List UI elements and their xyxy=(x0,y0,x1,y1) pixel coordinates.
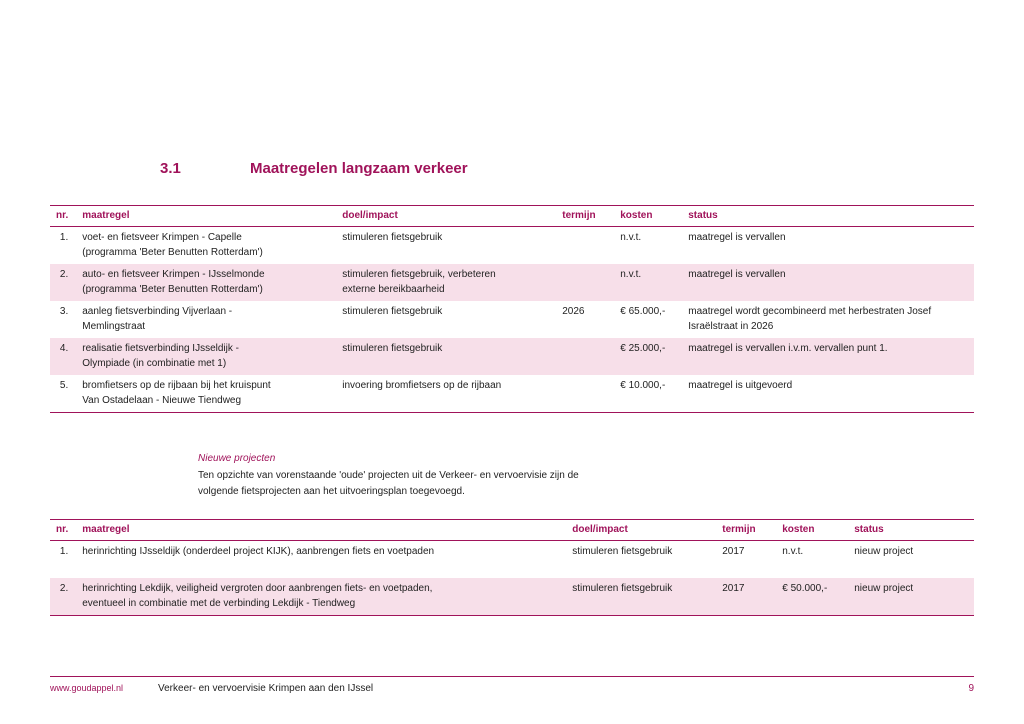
cell-nr: 5. xyxy=(50,375,76,413)
cell-termijn xyxy=(556,375,614,413)
table-row: 2. herinrichting Lekdijk, veiligheid ver… xyxy=(50,578,974,616)
cell-doel: stimuleren fietsgebruik xyxy=(566,578,716,616)
cell-doel: stimuleren fietsgebruik, verbeterenexter… xyxy=(336,264,556,301)
cell-doel: stimuleren fietsgebruik xyxy=(336,301,556,338)
page-number: 9 xyxy=(968,683,974,694)
cell-kosten: € 50.000,- xyxy=(776,578,848,616)
subheading: Nieuwe projecten xyxy=(198,451,618,467)
body-text: Ten opzichte van vorenstaande 'oude' pro… xyxy=(198,468,618,499)
cell-doel: stimuleren fietsgebruik xyxy=(336,226,556,264)
cell-doel: stimuleren fietsgebruik xyxy=(336,338,556,375)
cell-kosten: n.v.t. xyxy=(776,540,848,578)
cell-status: maatregel is vervallen xyxy=(682,226,974,264)
cell-nr: 2. xyxy=(50,264,76,301)
cell-termijn: 2017 xyxy=(716,578,776,616)
cell-termijn: 2026 xyxy=(556,301,614,338)
col-status: status xyxy=(848,520,974,541)
cell-maatregel: herinrichting Lekdijk, veiligheid vergro… xyxy=(76,578,566,616)
col-doel: doel/impact xyxy=(336,206,556,227)
cell-termijn xyxy=(556,226,614,264)
col-kosten: kosten xyxy=(614,206,682,227)
cell-maatregel: herinrichting IJsseldijk (onderdeel proj… xyxy=(76,540,566,578)
col-maatregel: maatregel xyxy=(76,520,566,541)
measures-table-1: nr. maatregel doel/impact termijn kosten… xyxy=(50,205,974,413)
col-nr: nr. xyxy=(50,206,76,227)
cell-nr: 3. xyxy=(50,301,76,338)
table-row: 2. auto- en fietsveer Krimpen - IJsselmo… xyxy=(50,264,974,301)
table-row: 1. voet- en fietsveer Krimpen - Capelle(… xyxy=(50,226,974,264)
col-termijn: termijn xyxy=(716,520,776,541)
section-number: 3.1 xyxy=(160,160,200,177)
cell-maatregel: realisatie fietsverbinding IJsseldijk -O… xyxy=(76,338,336,375)
footer-title: Verkeer- en vervoervisie Krimpen aan den… xyxy=(158,683,968,694)
col-doel: doel/impact xyxy=(566,520,716,541)
cell-nr: 4. xyxy=(50,338,76,375)
cell-status: nieuw project xyxy=(848,578,974,616)
col-nr: nr. xyxy=(50,520,76,541)
section-title: Maatregelen langzaam verkeer xyxy=(250,160,468,177)
page-footer: www.goudappel.nl Verkeer- en vervoervisi… xyxy=(50,676,974,694)
col-kosten: kosten xyxy=(776,520,848,541)
measures-table-2: nr. maatregel doel/impact termijn kosten… xyxy=(50,519,974,616)
col-maatregel: maatregel xyxy=(76,206,336,227)
cell-status: maatregel is uitgevoerd xyxy=(682,375,974,413)
cell-status: maatregel is vervallen i.v.m. vervallen … xyxy=(682,338,974,375)
cell-termijn xyxy=(556,264,614,301)
cell-maatregel: aanleg fietsverbinding Vijverlaan -Memli… xyxy=(76,301,336,338)
cell-maatregel: auto- en fietsveer Krimpen - IJsselmonde… xyxy=(76,264,336,301)
table-row: 3. aanleg fietsverbinding Vijverlaan -Me… xyxy=(50,301,974,338)
cell-kosten: € 25.000,- xyxy=(614,338,682,375)
cell-termijn xyxy=(556,338,614,375)
col-status: status xyxy=(682,206,974,227)
cell-status: nieuw project xyxy=(848,540,974,578)
cell-kosten: € 65.000,- xyxy=(614,301,682,338)
cell-nr: 1. xyxy=(50,226,76,264)
cell-nr: 2. xyxy=(50,578,76,616)
cell-doel: invoering bromfietsers op de rijbaan xyxy=(336,375,556,413)
table-row: 4. realisatie fietsverbinding IJsseldijk… xyxy=(50,338,974,375)
cell-kosten: € 10.000,- xyxy=(614,375,682,413)
cell-status: maatregel wordt gecombineerd met herbest… xyxy=(682,301,974,338)
table-row: 5. bromfietsers op de rijbaan bij het kr… xyxy=(50,375,974,413)
footer-url: www.goudappel.nl xyxy=(50,683,158,693)
cell-kosten: n.v.t. xyxy=(614,226,682,264)
cell-doel: stimuleren fietsgebruik xyxy=(566,540,716,578)
cell-kosten: n.v.t. xyxy=(614,264,682,301)
cell-maatregel: voet- en fietsveer Krimpen - Capelle(pro… xyxy=(76,226,336,264)
cell-nr: 1. xyxy=(50,540,76,578)
cell-status: maatregel is vervallen xyxy=(682,264,974,301)
table-row: 1. herinrichting IJsseldijk (onderdeel p… xyxy=(50,540,974,578)
col-termijn: termijn xyxy=(556,206,614,227)
mid-text-block: Nieuwe projecten Ten opzichte van vorens… xyxy=(198,451,618,500)
section-heading: 3.1 Maatregelen langzaam verkeer xyxy=(160,160,974,177)
cell-maatregel: bromfietsers op de rijbaan bij het kruis… xyxy=(76,375,336,413)
cell-termijn: 2017 xyxy=(716,540,776,578)
